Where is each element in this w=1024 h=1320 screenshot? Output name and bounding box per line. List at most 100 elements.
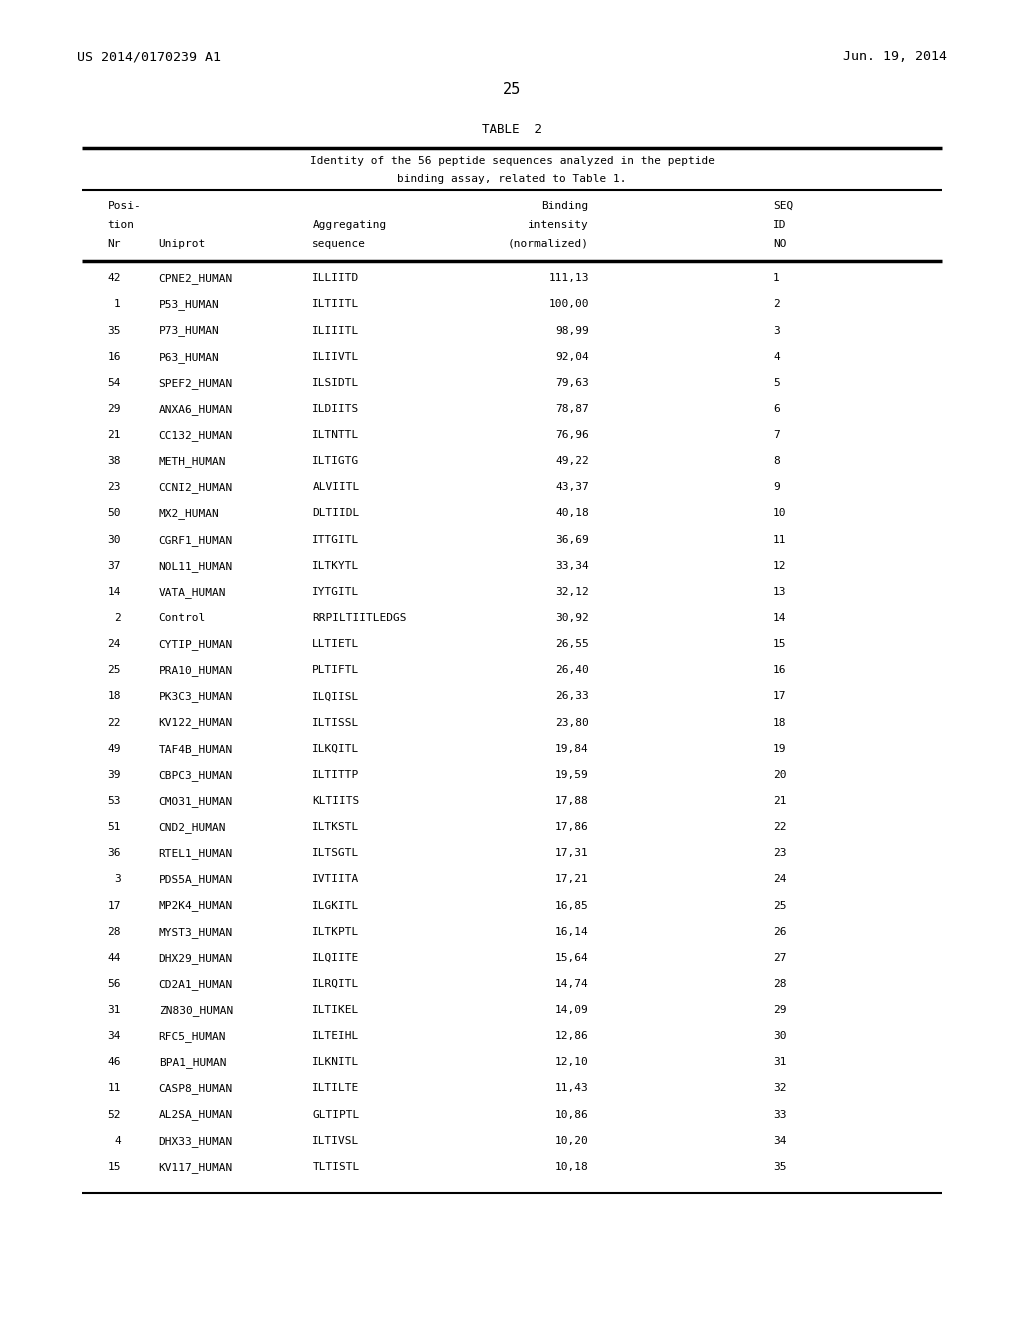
Text: ILTKYTL: ILTKYTL (312, 561, 359, 570)
Text: ILQIISL: ILQIISL (312, 692, 359, 701)
Text: 14: 14 (773, 612, 786, 623)
Text: 25: 25 (773, 900, 786, 911)
Text: 1: 1 (773, 273, 780, 284)
Text: PLTIFTL: PLTIFTL (312, 665, 359, 676)
Text: ITTGITL: ITTGITL (312, 535, 359, 545)
Text: CASP8_HUMAN: CASP8_HUMAN (159, 1084, 233, 1094)
Text: intensity: intensity (528, 219, 589, 230)
Text: 4: 4 (114, 1135, 121, 1146)
Text: sequence: sequence (312, 239, 367, 249)
Text: VATA_HUMAN: VATA_HUMAN (159, 587, 226, 598)
Text: 17,31: 17,31 (555, 849, 589, 858)
Text: 26,33: 26,33 (555, 692, 589, 701)
Text: 25: 25 (108, 665, 121, 676)
Text: 10,20: 10,20 (555, 1135, 589, 1146)
Text: 17: 17 (773, 692, 786, 701)
Text: 32: 32 (773, 1084, 786, 1093)
Text: CMO31_HUMAN: CMO31_HUMAN (159, 796, 233, 807)
Text: 25: 25 (503, 82, 521, 96)
Text: ILTISSL: ILTISSL (312, 718, 359, 727)
Text: 46: 46 (108, 1057, 121, 1068)
Text: 3: 3 (114, 874, 121, 884)
Text: RRPILTIITLEDGS: RRPILTIITLEDGS (312, 612, 407, 623)
Text: PK3C3_HUMAN: PK3C3_HUMAN (159, 692, 233, 702)
Text: tion: tion (108, 219, 134, 230)
Text: 92,04: 92,04 (555, 351, 589, 362)
Text: Binding: Binding (542, 201, 589, 211)
Text: CND2_HUMAN: CND2_HUMAN (159, 822, 226, 833)
Text: 26,40: 26,40 (555, 665, 589, 676)
Text: ILTKPTL: ILTKPTL (312, 927, 359, 937)
Text: GLTIPTL: GLTIPTL (312, 1110, 359, 1119)
Text: ILTNTTL: ILTNTTL (312, 430, 359, 440)
Text: CBPC3_HUMAN: CBPC3_HUMAN (159, 770, 233, 780)
Text: 11: 11 (108, 1084, 121, 1093)
Text: 18: 18 (773, 718, 786, 727)
Text: 21: 21 (773, 796, 786, 807)
Text: ILTEIHL: ILTEIHL (312, 1031, 359, 1041)
Text: 15: 15 (773, 639, 786, 649)
Text: 16,14: 16,14 (555, 927, 589, 937)
Text: 32,12: 32,12 (555, 587, 589, 597)
Text: 16: 16 (773, 665, 786, 676)
Text: 10,86: 10,86 (555, 1110, 589, 1119)
Text: binding assay, related to Table 1.: binding assay, related to Table 1. (397, 174, 627, 185)
Text: TABLE  2: TABLE 2 (482, 123, 542, 136)
Text: 76,96: 76,96 (555, 430, 589, 440)
Text: 19: 19 (773, 743, 786, 754)
Text: NOL11_HUMAN: NOL11_HUMAN (159, 561, 233, 572)
Text: 53: 53 (108, 796, 121, 807)
Text: ILSIDTL: ILSIDTL (312, 378, 359, 388)
Text: Identity of the 56 peptide sequences analyzed in the peptide: Identity of the 56 peptide sequences ana… (309, 156, 715, 166)
Text: 38: 38 (108, 457, 121, 466)
Text: 2: 2 (114, 612, 121, 623)
Text: ILTKSTL: ILTKSTL (312, 822, 359, 832)
Text: 6: 6 (773, 404, 780, 414)
Text: 100,00: 100,00 (548, 300, 589, 309)
Text: 20: 20 (773, 770, 786, 780)
Text: 10,18: 10,18 (555, 1162, 589, 1172)
Text: 12,10: 12,10 (555, 1057, 589, 1068)
Text: Posi-: Posi- (108, 201, 141, 211)
Text: 78,87: 78,87 (555, 404, 589, 414)
Text: TAF4B_HUMAN: TAF4B_HUMAN (159, 743, 233, 755)
Text: 22: 22 (108, 718, 121, 727)
Text: ILIIITL: ILIIITL (312, 326, 359, 335)
Text: ILTSGTL: ILTSGTL (312, 849, 359, 858)
Text: AL2SA_HUMAN: AL2SA_HUMAN (159, 1110, 233, 1121)
Text: 16: 16 (108, 351, 121, 362)
Text: 33,34: 33,34 (555, 561, 589, 570)
Text: 10: 10 (773, 508, 786, 519)
Text: US 2014/0170239 A1: US 2014/0170239 A1 (77, 50, 221, 63)
Text: 8: 8 (773, 457, 780, 466)
Text: 37: 37 (108, 561, 121, 570)
Text: 14,09: 14,09 (555, 1005, 589, 1015)
Text: 13: 13 (773, 587, 786, 597)
Text: 12: 12 (773, 561, 786, 570)
Text: 50: 50 (108, 508, 121, 519)
Text: 30,92: 30,92 (555, 612, 589, 623)
Text: 36: 36 (108, 849, 121, 858)
Text: DLTIIDL: DLTIIDL (312, 508, 359, 519)
Text: 34: 34 (108, 1031, 121, 1041)
Text: DHX33_HUMAN: DHX33_HUMAN (159, 1135, 233, 1147)
Text: ILLIITD: ILLIITD (312, 273, 359, 284)
Text: 23: 23 (108, 482, 121, 492)
Text: 30: 30 (773, 1031, 786, 1041)
Text: 3: 3 (773, 326, 780, 335)
Text: ALVIITL: ALVIITL (312, 482, 359, 492)
Text: CYTIP_HUMAN: CYTIP_HUMAN (159, 639, 233, 649)
Text: 17,88: 17,88 (555, 796, 589, 807)
Text: (normalized): (normalized) (508, 239, 589, 249)
Text: 12,86: 12,86 (555, 1031, 589, 1041)
Text: 24: 24 (773, 874, 786, 884)
Text: 39: 39 (108, 770, 121, 780)
Text: DHX29_HUMAN: DHX29_HUMAN (159, 953, 233, 964)
Text: Control: Control (159, 612, 206, 623)
Text: CC132_HUMAN: CC132_HUMAN (159, 430, 233, 441)
Text: RFC5_HUMAN: RFC5_HUMAN (159, 1031, 226, 1041)
Text: CCNI2_HUMAN: CCNI2_HUMAN (159, 482, 233, 494)
Text: TLTISTL: TLTISTL (312, 1162, 359, 1172)
Text: 31: 31 (108, 1005, 121, 1015)
Text: ILTIITL: ILTIITL (312, 300, 359, 309)
